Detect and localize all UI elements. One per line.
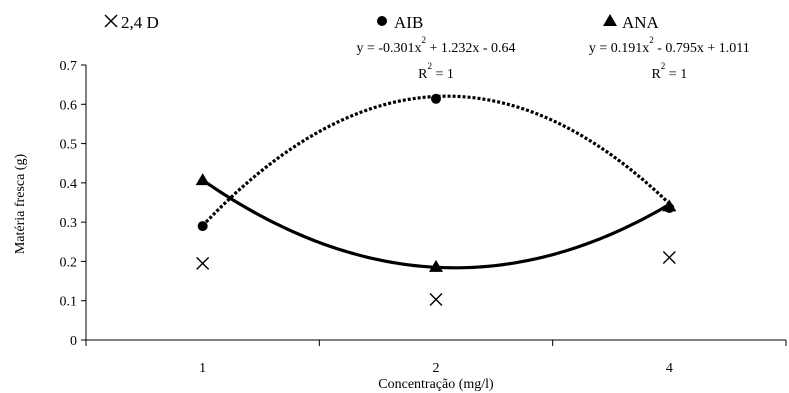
point-ana bbox=[195, 173, 210, 186]
y-tick-label: 0.7 bbox=[60, 59, 78, 74]
legend-label: ANA bbox=[622, 13, 660, 32]
legend-item-ana: ANA bbox=[603, 13, 660, 32]
trendlines bbox=[201, 94, 671, 270]
legend: 2,4 D AIB y = -0.301x2 + 1.232x - 0.64 R2 =… bbox=[104, 13, 750, 82]
point-aib bbox=[431, 93, 441, 104]
legend-item-aib: AIB bbox=[377, 13, 423, 32]
y-tick-label: 0.6 bbox=[60, 98, 78, 113]
r-squared-label: R2 = 1 bbox=[651, 61, 687, 82]
trendline-ana bbox=[201, 178, 671, 270]
data-points bbox=[195, 93, 677, 307]
point-2-4-d bbox=[429, 293, 443, 307]
trendline-aib bbox=[201, 94, 671, 227]
y-tick-label: 0.3 bbox=[60, 216, 78, 231]
y-tick-label: 0.1 bbox=[60, 295, 78, 310]
y-tick-label: 0.2 bbox=[60, 255, 78, 270]
point-2-4-d bbox=[662, 251, 676, 264]
y-axis-title: Matéria fresca (g) bbox=[13, 154, 28, 255]
point-ana bbox=[662, 199, 677, 212]
y-tick-label: 0.4 bbox=[60, 177, 78, 192]
y-tick-label: 0.5 bbox=[60, 138, 78, 153]
legend-item-2-4-d: 2,4 D bbox=[104, 13, 159, 32]
trendline-equation: y = -0.301x2 + 1.232x - 0.64 bbox=[356, 35, 515, 56]
legend-marker-2-4-d bbox=[104, 14, 118, 28]
x-axis-title: Concentração (mg/l) bbox=[378, 377, 494, 392]
r-squared-label: R2 = 1 bbox=[418, 61, 454, 82]
point-ana bbox=[429, 259, 443, 272]
x-tick-label: 1 bbox=[199, 361, 206, 376]
trendline-equation: y = 0.191x2 - 0.795x + 1.011 bbox=[589, 35, 750, 56]
legend-marker-ana bbox=[603, 14, 617, 26]
y-tick-label: 0 bbox=[70, 334, 77, 349]
point-aib bbox=[197, 221, 208, 232]
x-tick-label: 4 bbox=[666, 361, 673, 376]
legend-marker-aib bbox=[377, 16, 387, 26]
point-2-4-d bbox=[196, 256, 210, 270]
legend-label: AIB bbox=[394, 13, 423, 32]
axes: 0 0.1 0.2 0.3 0.4 0.5 0.6 0.7 1 2 4 bbox=[60, 59, 787, 376]
legend-label: 2,4 D bbox=[121, 13, 159, 32]
x-tick-label: 2 bbox=[433, 361, 440, 376]
